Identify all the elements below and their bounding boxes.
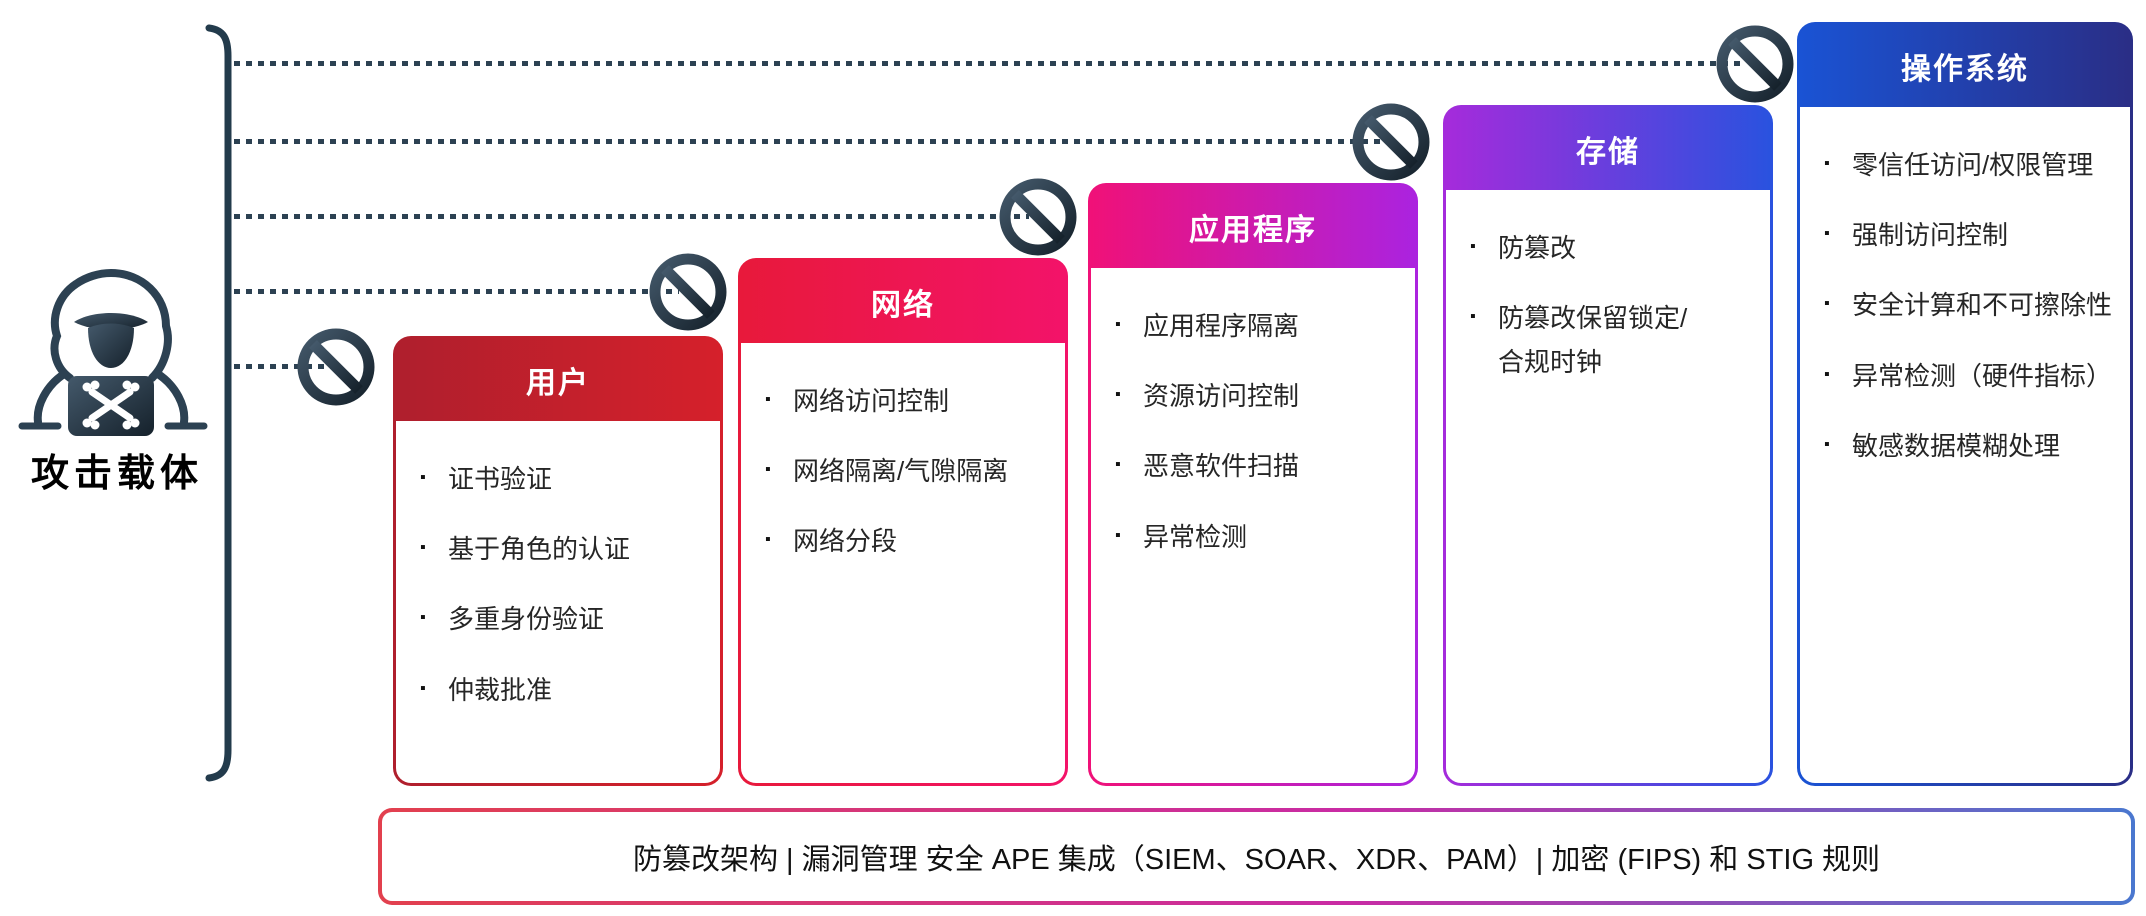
layer-header: 网络 (741, 261, 1065, 343)
layer-title: 存储 (1576, 136, 1640, 169)
layer-item: 安全计算和不可擦除性 (1822, 283, 2116, 327)
layer-item: 基于角色的认证 (418, 527, 706, 571)
layer-title: 用户 (526, 367, 590, 400)
layer-card-operating-system: 操作系统 零信任访问/权限管理强制访问控制安全计算和不可擦除性异常检测（硬件指标… (1797, 22, 2133, 786)
attack-path-line (234, 364, 331, 369)
attack-path-line (234, 139, 1382, 144)
layer-card-user: 用户 证书验证基于角色的认证多重身份验证仲裁批准 (393, 336, 723, 786)
layer-item: 异常检测（硬件指标） (1822, 354, 2116, 398)
layer-item: 敏感数据模糊处理 (1822, 424, 2116, 468)
layer-items: 零信任访问/权限管理强制访问控制安全计算和不可擦除性异常检测（硬件指标） 敏感数据… (1822, 143, 2116, 468)
layer-title: 操作系统 (1901, 53, 2029, 86)
layer-body: 网络访问控制网络隔离/气隙隔离网络分段 (741, 343, 1065, 783)
layer-title: 网络 (871, 289, 935, 322)
layer-item: 网络隔离/气隙隔离 (763, 449, 1051, 493)
attack-path-line (234, 61, 1745, 66)
layer-body: 应用程序隔离资源访问控制恶意软件扫描异常检测 (1091, 268, 1415, 783)
layer-item: 恶意软件扫描 (1113, 444, 1401, 488)
layer-item: 证书验证 (418, 457, 706, 501)
layer-items: 应用程序隔离资源访问控制恶意软件扫描异常检测 (1113, 304, 1401, 559)
layer-body: 证书验证基于角色的认证多重身份验证仲裁批准 (396, 421, 720, 783)
layer-body: 零信任访问/权限管理强制访问控制安全计算和不可擦除性异常检测（硬件指标） 敏感数据… (1800, 107, 2130, 783)
layer-title: 应用程序 (1189, 214, 1317, 247)
layer-item: 仲裁批准 (418, 668, 706, 712)
layer-header: 操作系统 (1800, 25, 2130, 107)
layer-item: 网络分段 (763, 519, 1051, 563)
layer-item: 强制访问控制 (1822, 213, 2116, 257)
layer-item: 应用程序隔离 (1113, 304, 1401, 348)
layer-item: 资源访问控制 (1113, 374, 1401, 418)
layer-items: 防篡改防篡改保留锁定/合规时钟 (1468, 226, 1756, 385)
no-entry-icon (649, 253, 727, 331)
layer-card-network: 网络 网络访问控制网络隔离/气隙隔离网络分段 (738, 258, 1068, 786)
layer-header: 用户 (396, 339, 720, 421)
no-entry-icon (999, 178, 1077, 256)
layer-items: 证书验证基于角色的认证多重身份验证仲裁批准 (418, 457, 706, 712)
layer-item: 零信任访问/权限管理 (1822, 143, 2116, 187)
layer-item: 多重身份验证 (418, 597, 706, 641)
no-entry-icon (1716, 25, 1794, 103)
attack-vector-bracket (205, 24, 232, 782)
layer-card-application: 应用程序 应用程序隔离资源访问控制恶意软件扫描异常检测 (1088, 183, 1418, 786)
attacker-icon (18, 268, 208, 436)
layer-item: 防篡改保留锁定/合规时钟 (1468, 296, 1713, 384)
attack-path-line (234, 214, 1029, 219)
layer-body: 防篡改防篡改保留锁定/合规时钟 (1446, 190, 1770, 783)
no-entry-icon (297, 328, 375, 406)
footer-banner: 防篡改架构 | 漏洞管理 安全 APE 集成（SIEM、SOAR、XDR、PAM… (378, 808, 2135, 905)
layer-items: 网络访问控制网络隔离/气隙隔离网络分段 (763, 379, 1051, 564)
no-entry-icon (1352, 103, 1430, 181)
attack-vector-label: 攻击载体 (30, 453, 203, 495)
layer-card-storage: 存储 防篡改防篡改保留锁定/合规时钟 (1443, 105, 1773, 786)
layer-header: 应用程序 (1091, 186, 1415, 268)
layer-item: 异常检测 (1113, 515, 1401, 559)
attack-path-line (234, 289, 679, 294)
layer-header: 存储 (1446, 108, 1770, 190)
layer-item: 网络访问控制 (763, 379, 1051, 423)
footer-text: 防篡改架构 | 漏洞管理 安全 APE 集成（SIEM、SOAR、XDR、PAM… (632, 843, 1881, 876)
layer-item: 防篡改 (1468, 226, 1713, 270)
